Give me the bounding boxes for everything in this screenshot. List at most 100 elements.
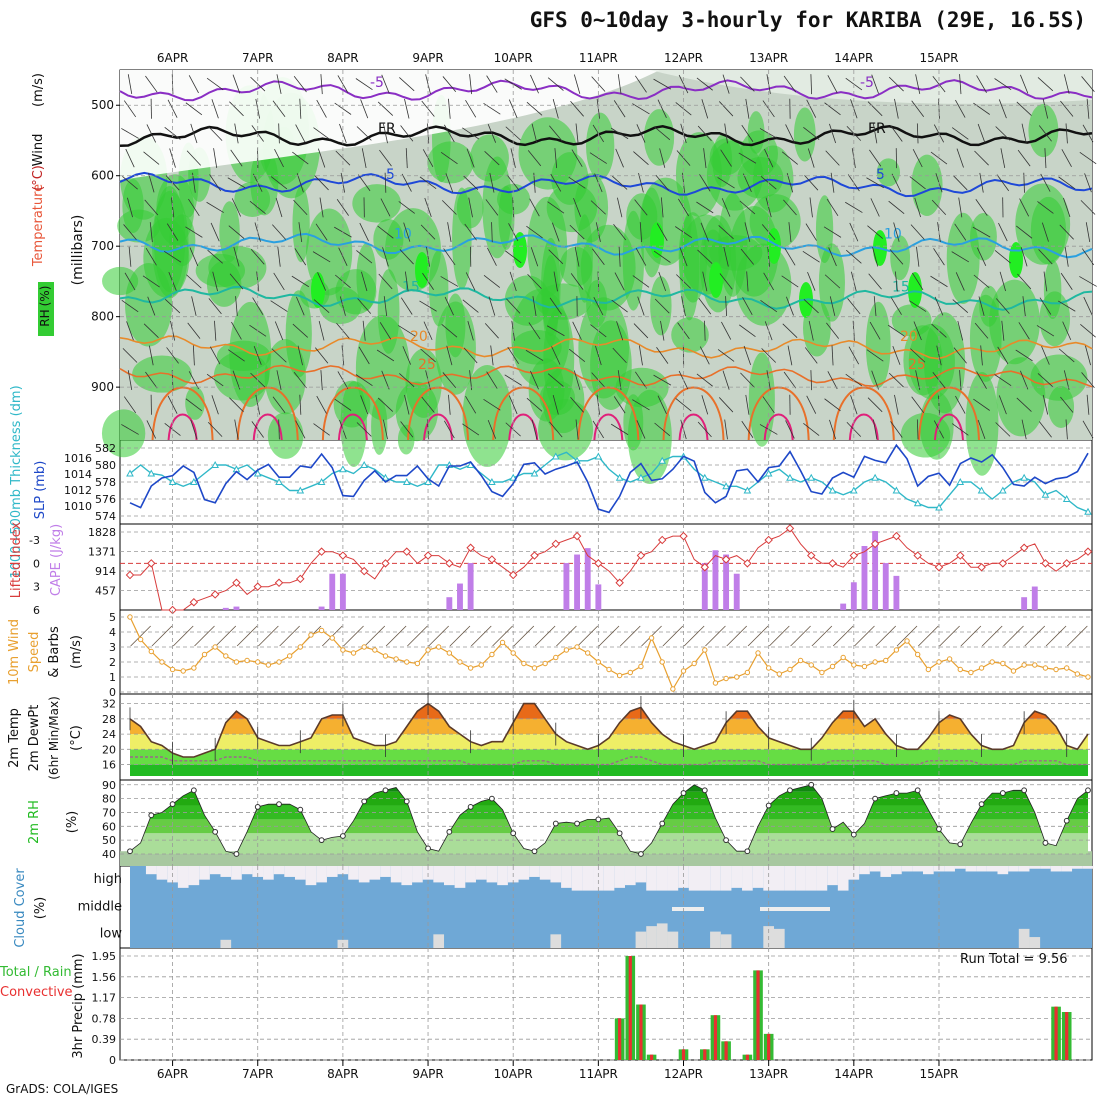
wind-barb bbox=[592, 248, 605, 265]
wind10-barb bbox=[854, 625, 875, 647]
wind-barb bbox=[697, 249, 713, 264]
wind-barb bbox=[506, 298, 521, 314]
wind-barb bbox=[617, 197, 623, 218]
isotherm-hot bbox=[423, 413, 454, 441]
wind-barb bbox=[125, 148, 135, 168]
wind-barb bbox=[826, 322, 840, 339]
li-point bbox=[296, 574, 305, 584]
wind-barb bbox=[909, 176, 926, 190]
wind-barb bbox=[272, 396, 286, 413]
isotherm bbox=[119, 79, 1093, 102]
wind-barb bbox=[830, 172, 835, 193]
cloud-high bbox=[316, 866, 327, 883]
wind-barb bbox=[209, 174, 222, 192]
wind-barb bbox=[1041, 222, 1049, 242]
wind-barb bbox=[781, 275, 799, 288]
wind-barb bbox=[552, 394, 559, 415]
li-point bbox=[721, 555, 731, 564]
wind-barb bbox=[211, 99, 219, 119]
wind-barb bbox=[551, 346, 561, 365]
wind-barb bbox=[976, 75, 987, 93]
rh-legend-swatch bbox=[38, 282, 54, 336]
rh2m-point bbox=[829, 826, 836, 832]
wind-barb bbox=[660, 197, 664, 218]
panel-frame-precip bbox=[119, 947, 1093, 1061]
wind10-point bbox=[840, 654, 846, 661]
li-point bbox=[913, 551, 922, 560]
wind-barb bbox=[909, 300, 927, 312]
li-point bbox=[743, 559, 752, 568]
isotherm-label: 25 bbox=[418, 357, 436, 373]
wind-barb bbox=[894, 394, 899, 415]
wind-barb bbox=[636, 124, 646, 143]
wind-barb bbox=[996, 174, 1010, 192]
wind-barb bbox=[616, 321, 624, 341]
wind10-point bbox=[872, 659, 878, 665]
thickness-line bbox=[129, 451, 1089, 513]
cloud-high bbox=[454, 866, 466, 888]
rh-blob bbox=[125, 263, 173, 347]
wind-barb bbox=[484, 323, 499, 339]
wind-barb bbox=[405, 148, 408, 169]
wind-barb bbox=[807, 272, 816, 291]
precip-legend-convective: Convective bbox=[0, 985, 73, 1000]
wind10-point bbox=[478, 662, 484, 668]
wind-barb bbox=[717, 177, 735, 189]
wind-barb bbox=[528, 322, 541, 340]
thickness-point bbox=[509, 473, 518, 481]
wind-barb bbox=[701, 99, 709, 119]
wind-barb bbox=[873, 296, 877, 317]
wind-barb bbox=[275, 197, 283, 218]
wind-barb bbox=[1059, 224, 1074, 240]
wind-barb bbox=[424, 197, 432, 218]
y-tick-label-li: 6 bbox=[33, 604, 40, 617]
wind10-barb bbox=[151, 625, 173, 647]
wind10-barb bbox=[364, 625, 386, 647]
cloud-high bbox=[401, 866, 413, 886]
wind10-barb bbox=[939, 625, 960, 647]
cloud-high bbox=[433, 866, 445, 883]
wind-barb bbox=[382, 247, 389, 267]
wind10-point bbox=[744, 669, 751, 676]
cloud-high bbox=[752, 866, 764, 888]
wind-barb bbox=[718, 397, 734, 413]
li-point bbox=[636, 551, 646, 560]
wind-barb bbox=[208, 298, 222, 315]
wind-barb bbox=[484, 150, 500, 166]
y-label-lifted-index: Lifted Index bbox=[9, 521, 24, 598]
wind-barb bbox=[718, 101, 734, 117]
wind-barb bbox=[146, 124, 157, 143]
wind-barb bbox=[829, 419, 837, 440]
li-point bbox=[381, 559, 390, 568]
cloud-low bbox=[433, 934, 445, 948]
wind-barb bbox=[827, 75, 838, 94]
wind-barb bbox=[912, 272, 924, 291]
wind-barb bbox=[530, 74, 539, 94]
wind-barb bbox=[123, 100, 137, 118]
wind-barb bbox=[448, 394, 451, 415]
wind-barb bbox=[717, 349, 735, 362]
rh2m-point bbox=[723, 837, 729, 844]
wind10-barb bbox=[449, 625, 471, 647]
wind-barb bbox=[994, 250, 1011, 264]
isotherm bbox=[119, 335, 1093, 360]
wind-barb bbox=[1016, 225, 1033, 239]
precip-bar-convective bbox=[628, 956, 632, 1060]
wind-barb bbox=[291, 275, 310, 288]
wind-barb bbox=[632, 103, 650, 115]
wind-barb bbox=[378, 273, 393, 290]
wind-barb bbox=[123, 224, 137, 241]
rh2m-point bbox=[361, 798, 368, 805]
wind10-barb bbox=[407, 625, 428, 647]
wind-barb bbox=[783, 371, 797, 389]
wind-barb bbox=[252, 297, 264, 315]
li-point bbox=[232, 578, 241, 588]
wind-barb bbox=[1062, 321, 1072, 341]
wind10-point bbox=[1032, 662, 1038, 668]
wind-barb bbox=[804, 175, 819, 191]
wind-barb bbox=[933, 248, 945, 266]
li-point bbox=[317, 547, 326, 556]
isotherm-warm bbox=[236, 386, 299, 441]
wind-barb bbox=[955, 395, 966, 414]
wind-barb bbox=[656, 223, 668, 241]
